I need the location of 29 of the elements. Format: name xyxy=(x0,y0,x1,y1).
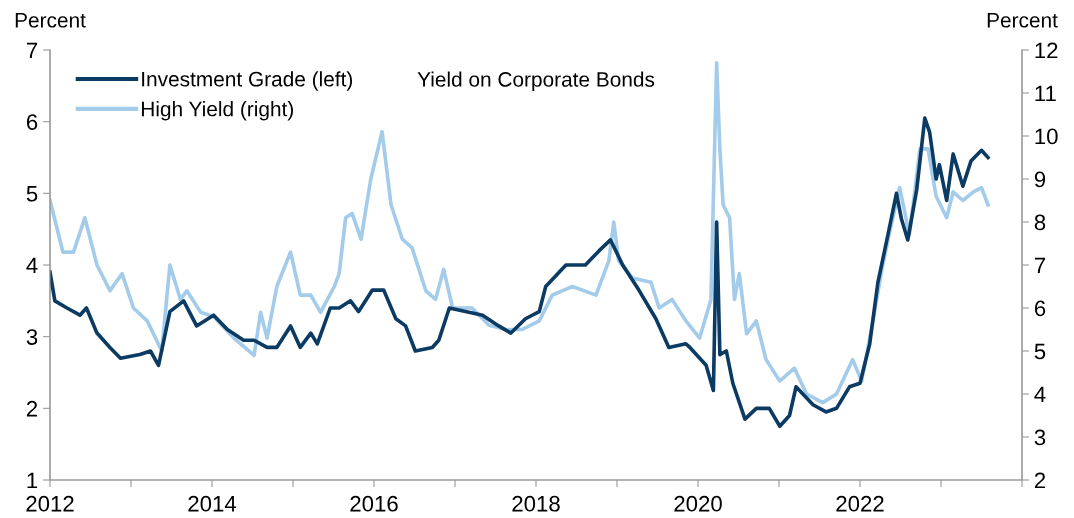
x-tick-label: 2022 xyxy=(836,495,884,512)
y-tick-label: 7 xyxy=(26,42,38,59)
legend-label: High Yield (right) xyxy=(141,101,293,121)
y-tick-label: 2 xyxy=(26,400,38,417)
y-tick-label: 1 xyxy=(27,472,38,489)
y2-tick-label: 6 xyxy=(1034,300,1046,317)
x-tick-label: 2014 xyxy=(188,495,237,512)
y2-tick-label: 11 xyxy=(1035,85,1056,102)
y-tick-label: 5 xyxy=(26,186,38,202)
x-tick-label: 2020 xyxy=(674,495,722,512)
y2-tick-label: 9 xyxy=(1034,171,1046,188)
legend-label: Investment Grade (left) xyxy=(142,71,353,91)
x-tick-label: 2012 xyxy=(26,495,74,512)
y-axis-title: Percent xyxy=(15,13,86,28)
y2-tick-label: 5 xyxy=(1034,343,1046,360)
y2-tick-label: 10 xyxy=(1035,128,1058,145)
text: Yield on Corporate Bonds xyxy=(417,71,655,91)
y-tick-label: 4 xyxy=(26,257,38,274)
y-tick-label: 3 xyxy=(26,329,38,345)
y-tick-label: 6 xyxy=(26,114,38,130)
y2-tick-label: 7 xyxy=(1034,257,1046,274)
y2-tick-label: 12 xyxy=(1035,42,1058,59)
y2-tick-label: 4 xyxy=(1034,386,1046,403)
x-tick-label: 2018 xyxy=(512,495,560,512)
y2-tick-label: 2 xyxy=(1034,472,1046,489)
x-tick-label: 2016 xyxy=(350,495,398,512)
y2-axis-title: Percent xyxy=(987,13,1058,28)
y2-tick-label: 8 xyxy=(1034,214,1046,231)
y2-tick-label: 3 xyxy=(1034,429,1046,446)
